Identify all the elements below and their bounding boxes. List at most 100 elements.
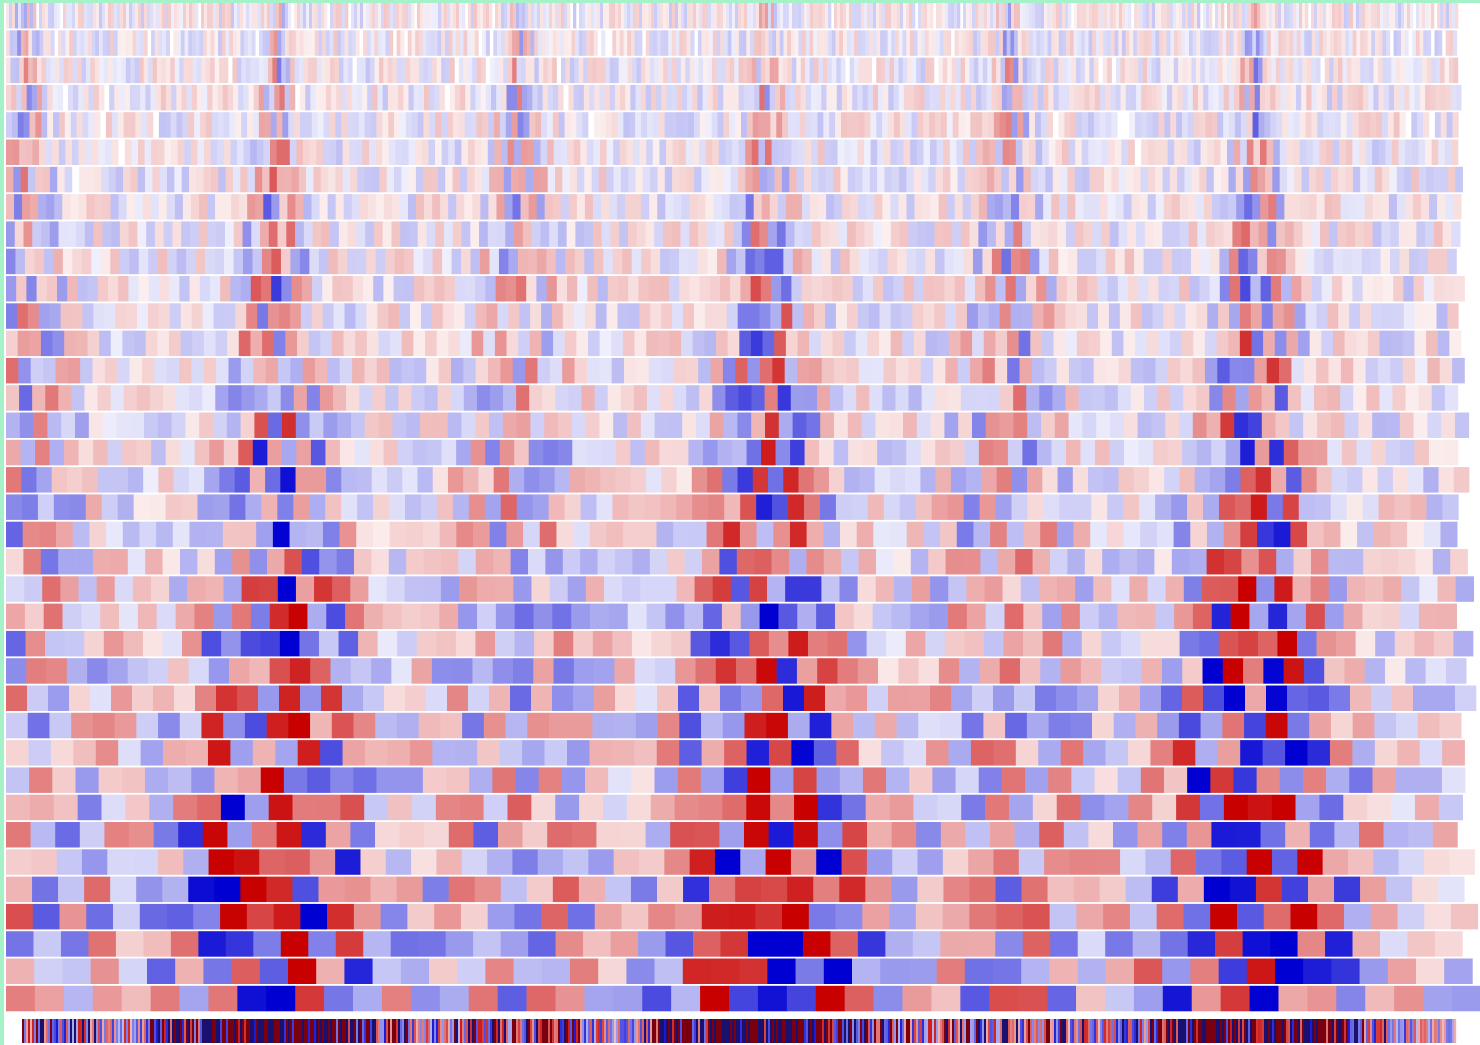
cell (950, 85, 955, 111)
cell (320, 331, 332, 357)
cell (486, 30, 490, 56)
cell (51, 30, 55, 56)
cell (1331, 713, 1353, 739)
cell (738, 3, 741, 29)
cell (945, 85, 950, 111)
cell (938, 58, 943, 84)
cell (1267, 221, 1276, 247)
cell (35, 167, 43, 193)
cell (34, 959, 63, 985)
cell (1375, 30, 1379, 56)
cell (1043, 85, 1048, 111)
cell (552, 3, 555, 29)
cell (941, 112, 947, 138)
cell (958, 30, 962, 56)
cell (899, 85, 904, 111)
cell (940, 522, 957, 548)
cell (975, 3, 978, 29)
cell (248, 30, 252, 56)
cell (891, 30, 895, 56)
cell (245, 713, 267, 739)
cell (424, 276, 435, 302)
cell (1155, 3, 1158, 29)
cell (216, 686, 237, 712)
cell (866, 795, 890, 821)
cell (14, 194, 22, 220)
cell (1155, 604, 1174, 630)
cell (1347, 494, 1363, 520)
strip-bar (404, 1019, 406, 1043)
cell (1021, 959, 1049, 985)
cell (1155, 167, 1163, 193)
cell (1345, 30, 1349, 56)
cell (527, 85, 532, 111)
cell (306, 112, 312, 138)
cell (836, 494, 852, 520)
cell (32, 221, 41, 247)
cell (1123, 331, 1135, 357)
cell (114, 30, 118, 56)
cell (534, 140, 541, 166)
cell (441, 3, 444, 29)
cell (23, 522, 40, 548)
strip-bar (338, 1019, 340, 1043)
cell (240, 522, 257, 548)
cell (1441, 112, 1447, 138)
cell (981, 85, 986, 111)
cell (909, 85, 914, 111)
cell (417, 467, 433, 493)
cell (52, 85, 57, 111)
cell (1287, 686, 1308, 712)
cell (321, 85, 326, 111)
cell (918, 713, 940, 739)
cell (494, 112, 500, 138)
cell (584, 85, 589, 111)
cell (43, 167, 51, 193)
cell (341, 467, 357, 493)
cell (937, 140, 944, 166)
cell (82, 303, 93, 329)
cell (338, 249, 348, 275)
cell (561, 194, 569, 220)
cell (1256, 576, 1274, 602)
cell (471, 440, 486, 466)
cell (513, 358, 526, 384)
cell (1241, 30, 1245, 56)
cell (719, 549, 737, 575)
cell (1382, 58, 1387, 84)
cell (235, 112, 241, 138)
cell (507, 795, 531, 821)
cell (739, 85, 744, 111)
cell (1111, 576, 1129, 602)
cell (488, 140, 495, 166)
cell (497, 303, 508, 329)
cell (735, 30, 739, 56)
cell (1009, 140, 1016, 166)
cell (99, 58, 104, 84)
cell (757, 30, 761, 56)
cell (1379, 140, 1386, 166)
cell (958, 358, 971, 384)
cell (1104, 795, 1128, 821)
cell (635, 658, 656, 684)
cell (1080, 604, 1099, 630)
cell (553, 30, 557, 56)
cell (1036, 58, 1041, 84)
cell (600, 467, 616, 493)
cell (1273, 303, 1284, 329)
cell (660, 494, 676, 520)
cell (1275, 85, 1280, 111)
cell (811, 140, 818, 166)
cell (79, 440, 94, 466)
cell (762, 3, 765, 29)
cell (147, 959, 176, 985)
cell (798, 140, 805, 166)
cell (176, 385, 189, 411)
cell (1269, 3, 1272, 29)
cell (1095, 140, 1102, 166)
cell (1141, 112, 1147, 138)
cell (758, 986, 787, 1012)
cell (1190, 959, 1219, 985)
cell (889, 904, 916, 930)
cell (1067, 549, 1085, 575)
